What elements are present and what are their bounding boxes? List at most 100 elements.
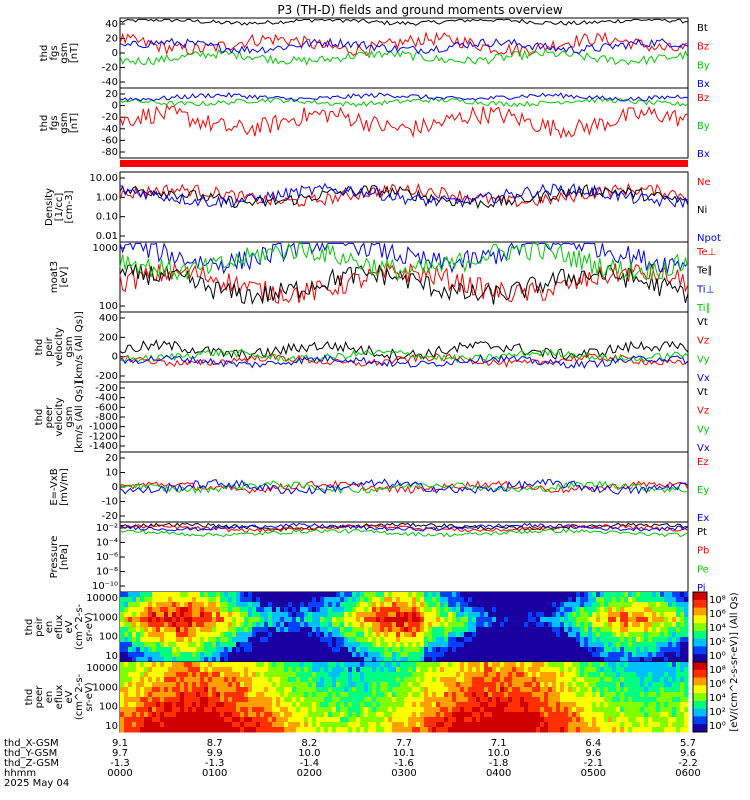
spectrogram-cell [572,607,577,613]
spectrogram-cell [264,647,269,653]
spectrogram-cell [376,687,381,693]
series-Vt-line [119,339,689,361]
spectrogram-cell [360,702,365,708]
spectrogram-cell [336,652,341,658]
x-axis-value: -1.3 [110,758,130,769]
spectrogram-cell [600,652,605,658]
spectrogram-cell [324,682,329,688]
spectrogram-cell [480,647,485,653]
spectrogram-cell [124,702,129,708]
spectrogram-cell [184,647,189,653]
spectrogram-cell [220,717,225,723]
spectrogram-cell [560,707,565,713]
spectrogram-cell [412,717,417,723]
spectrogram-cell [464,682,469,688]
spectrogram-cell [376,607,381,613]
spectrogram-cell [216,692,221,698]
spectrogram-cell [388,667,393,673]
spectrogram-cell [640,692,645,698]
spectrogram-cell [316,687,321,693]
spectrogram-cell [300,652,305,658]
spectrogram-cell [456,592,461,598]
spectrogram-cell [328,697,333,703]
spectrogram-cell [396,707,401,713]
spectrogram-cell [324,612,329,618]
y-axis-label: eflux [54,685,65,710]
spectrogram-cell [232,657,237,663]
spectrogram-cell [312,597,317,603]
spectrogram-cell [216,612,221,618]
quality-flag-bar [120,160,688,167]
spectrogram-cell [564,707,569,713]
spectrogram-cell [632,617,637,623]
y-tick-label: 0.01 [96,231,118,242]
spectrogram-cell [644,627,649,633]
spectrogram-cell [632,727,637,733]
spectrogram-cell [352,617,357,623]
spectrogram-cell [268,632,273,638]
y-axis-label: thd [39,115,50,132]
spectrogram-cell [320,602,325,608]
spectrogram-cell [128,672,133,678]
spectrogram-cell [300,637,305,643]
spectrogram-cell [464,617,469,623]
spectrogram-cell [616,662,621,668]
spectrogram-cell [684,622,689,628]
spectrogram-cell [332,692,337,698]
spectrogram-cell [236,627,241,633]
spectrogram-cell [364,697,369,703]
spectrogram-cell [320,707,325,713]
spectrogram-cell [476,672,481,678]
spectrogram-cell [400,607,405,613]
spectrogram-cell [676,617,681,623]
spectrogram-cell [164,607,169,613]
spectrogram-cell [400,657,405,663]
spectrogram-cell [344,677,349,683]
spectrogram-cell [428,617,433,623]
spectrogram-cell [592,632,597,638]
spectrogram-cell [592,707,597,713]
spectrogram-cell [532,722,537,728]
spectrogram-cell [248,692,253,698]
spectrogram-cell [568,592,573,598]
spectrogram-cell [492,687,497,693]
spectrogram-cell [256,682,261,688]
legend-label: Te⊥ [696,247,716,258]
spectrogram-cell [368,677,373,683]
spectrogram-cell [120,622,125,628]
spectrogram-cell [196,632,201,638]
spectrogram-cell [432,712,437,718]
spectrogram-cell [336,647,341,653]
spectrogram-cell [552,642,557,648]
spectrogram-cell [416,717,421,723]
spectrogram-cell [156,702,161,708]
spectrogram-cell [240,602,245,608]
spectrogram-cell [272,657,277,663]
spectrogram-cell [412,642,417,648]
spectrogram-cell [572,712,577,718]
spectrogram-cell [396,677,401,683]
spectrogram-cell [368,652,373,658]
spectrogram-cell [564,672,569,678]
spectrogram-cell [676,602,681,608]
spectrogram-cell [320,632,325,638]
spectrogram-cell [620,662,625,668]
spectrogram-cell [456,682,461,688]
spectrogram-cell [572,687,577,693]
spectrogram-cell [160,632,165,638]
spectrogram-cell [684,692,689,698]
spectrogram-cell [256,672,261,678]
spectrogram-cell [544,667,549,673]
spectrogram-cell [412,652,417,658]
spectrogram-cell [340,612,345,618]
spectrogram-cell [572,612,577,618]
spectrogram-cell [396,702,401,708]
spectrogram-cell [544,597,549,603]
spectrogram-cell [212,657,217,663]
spectrogram-cell [676,707,681,713]
spectrogram-cell [128,722,133,728]
spectrogram-cell [424,692,429,698]
spectrogram-cell [124,672,129,678]
spectrogram-cell [260,597,265,603]
spectrogram-cell [500,717,505,723]
